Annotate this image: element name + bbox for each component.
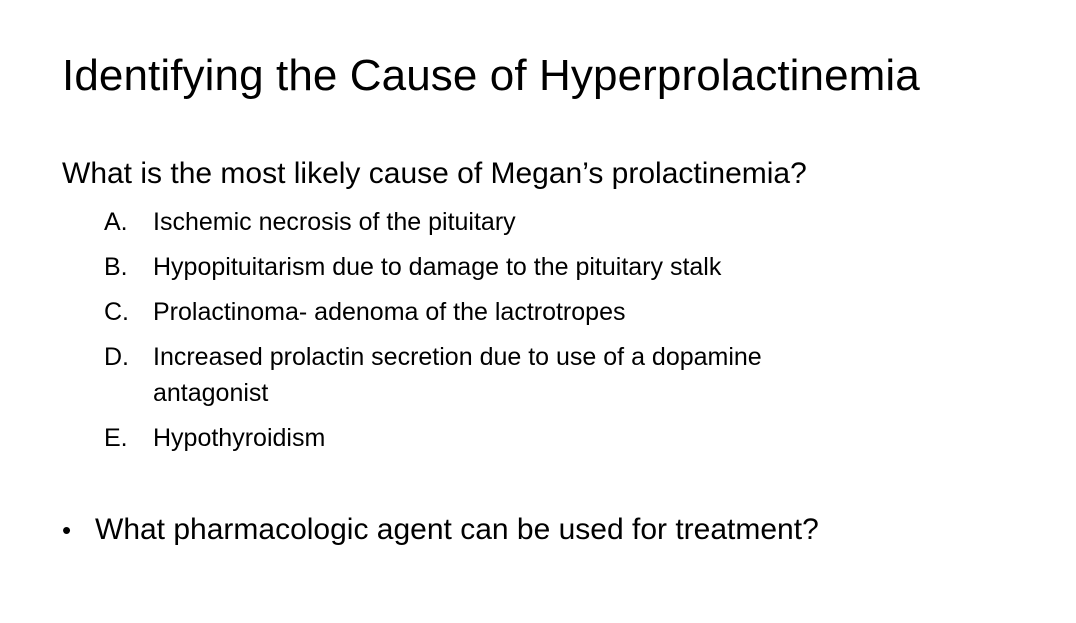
answer-option-d: D. Increased prolactin secretion due to … (104, 339, 904, 411)
bullet-icon: • (62, 515, 72, 545)
answer-option-c: C. Prolactinoma- adenoma of the lactrotr… (104, 294, 904, 330)
option-letter: C. (104, 298, 129, 326)
answer-options-list: A. Ischemic necrosis of the pituitary B.… (104, 204, 904, 465)
option-text: Ischemic necrosis of the pituitary (153, 208, 516, 236)
option-letter: A. (104, 208, 128, 236)
option-letter: B. (104, 253, 128, 281)
option-text: Hypopituitarism due to damage to the pit… (153, 253, 722, 281)
answer-option-a: A. Ischemic necrosis of the pituitary (104, 204, 904, 240)
option-letter: E. (104, 424, 128, 452)
answer-option-e: E. Hypothyroidism (104, 420, 904, 456)
slide-title: Identifying the Cause of Hyperprolactine… (62, 51, 920, 100)
bullet-text: What pharmacologic agent can be used for… (95, 513, 819, 546)
option-text: Increased prolactin secretion due to use… (153, 343, 762, 407)
option-letter: D. (104, 343, 129, 371)
option-text: Prolactinoma- adenoma of the lactrotrope… (153, 298, 626, 326)
answer-option-b: B. Hypopituitarism due to damage to the … (104, 249, 904, 285)
question-text: What is the most likely cause of Megan’s… (62, 157, 807, 190)
option-text: Hypothyroidism (153, 424, 326, 452)
bullet-point: • What pharmacologic agent can be used f… (62, 510, 819, 550)
